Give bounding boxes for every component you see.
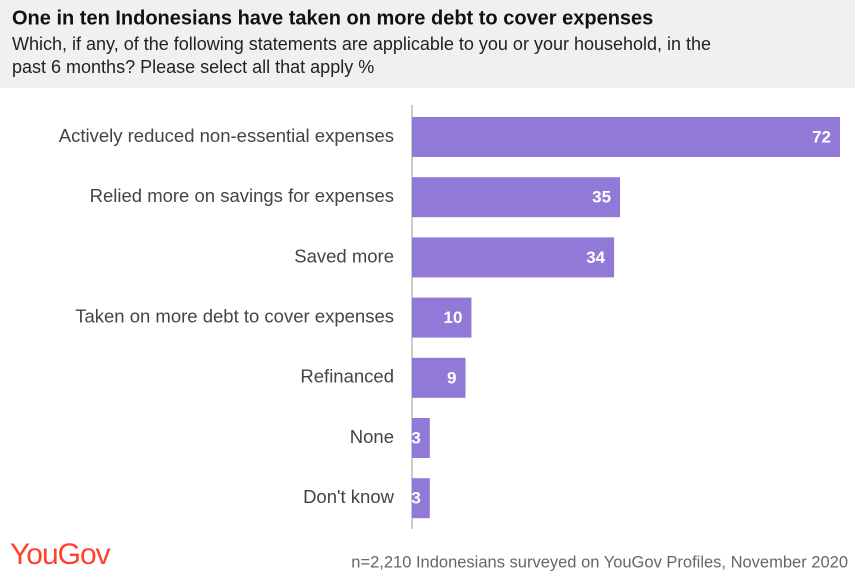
chart-title: One in ten Indonesians have taken on mor… [12, 7, 653, 29]
logo: YouGov [10, 538, 111, 571]
value-label: 3 [411, 428, 420, 447]
value-label: 3 [411, 489, 420, 508]
category-label: Taken on more debt to cover expenses [75, 305, 394, 326]
bar [412, 177, 621, 218]
bar [412, 418, 430, 458]
value-label: 72 [812, 127, 831, 146]
chart-subtitle: past 6 months? Please select all that ap… [12, 57, 374, 77]
category-label: None [350, 426, 394, 447]
value-label: 9 [447, 368, 456, 387]
bar [412, 237, 615, 278]
bar [412, 297, 472, 338]
value-label: 34 [586, 248, 605, 267]
bar [412, 357, 466, 398]
value-label: 10 [444, 308, 463, 327]
value-label: 35 [592, 188, 611, 207]
bar [412, 478, 430, 519]
header-band [0, 0, 855, 88]
category-label: Actively reduced non-essential expenses [59, 125, 394, 146]
source-note: n=2,210 Indonesians surveyed on YouGov P… [351, 553, 848, 571]
category-label: Don't know [303, 486, 395, 507]
category-label: Saved more [294, 245, 394, 266]
chart-subtitle: Which, if any, of the following statemen… [12, 34, 711, 54]
bar [412, 117, 840, 157]
category-label: Refinanced [300, 366, 394, 387]
category-label: Relied more on savings for expenses [90, 185, 394, 206]
